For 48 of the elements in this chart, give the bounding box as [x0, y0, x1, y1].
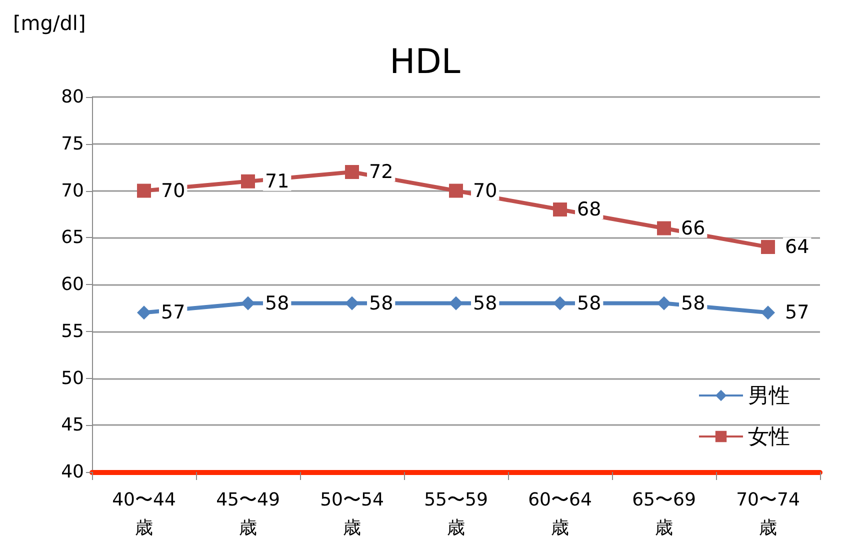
data-label: 71	[265, 170, 290, 192]
x-tick-label: 40〜44歳	[112, 490, 176, 538]
y-tick-label: 50	[61, 368, 84, 389]
point	[137, 184, 151, 198]
data-label: 66	[681, 217, 706, 240]
point	[345, 296, 359, 310]
y-tick-label: 65	[61, 227, 84, 248]
point	[241, 174, 255, 188]
x-tick-label: 70〜74歳	[736, 490, 800, 538]
data-label: 58	[473, 292, 498, 314]
data-label: 72	[369, 161, 394, 183]
data-label: 58	[265, 292, 290, 314]
y-tick-label: 45	[61, 414, 84, 436]
y-tick-label: 60	[61, 274, 84, 295]
point	[449, 184, 463, 198]
point	[761, 240, 775, 254]
data-label: 70	[473, 180, 498, 202]
data-label: 70	[161, 180, 186, 202]
data-label: 58	[681, 292, 706, 314]
y-tick-label: 75	[61, 133, 84, 154]
data-label: 57	[785, 302, 810, 324]
x-tick-label: 60〜64歳	[528, 490, 592, 538]
y-tick-label: 80	[61, 86, 84, 108]
y-tick-label: 55	[61, 320, 84, 342]
point	[449, 296, 463, 310]
data-label: 57	[161, 302, 186, 324]
data-label: 68	[577, 198, 602, 220]
point	[241, 296, 255, 310]
data-label: 64	[785, 236, 810, 258]
point	[137, 306, 151, 320]
y-tick-label: 40	[61, 462, 84, 482]
x-tick-label: 55〜59歳	[424, 490, 488, 538]
point	[345, 165, 359, 179]
point	[657, 221, 671, 236]
point	[657, 296, 671, 310]
point	[761, 306, 775, 320]
legend-label: 男性	[748, 384, 790, 408]
x-tick-label: 65〜69歳	[632, 490, 696, 538]
y-tick-label: 70	[61, 180, 84, 202]
point	[553, 202, 567, 216]
legend-label: 女性	[748, 424, 790, 448]
point	[553, 296, 567, 310]
x-tick-label: 45〜49歳	[216, 490, 280, 538]
chart-title: HDL	[390, 42, 460, 82]
x-tick-label: 50〜54歳	[320, 490, 384, 538]
data-label: 58	[369, 292, 394, 314]
y-axis-title: [mg/dl]	[13, 11, 86, 35]
data-label: 58	[577, 292, 602, 314]
